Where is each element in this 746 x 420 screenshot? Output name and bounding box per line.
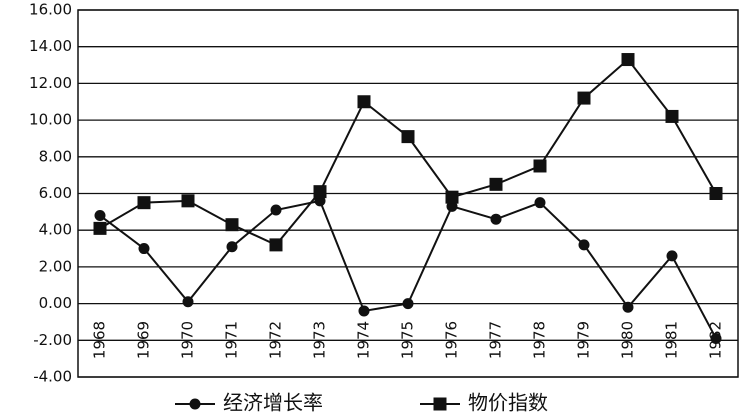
y-tick-label: 6.00	[39, 184, 72, 202]
x-tick-label: 1976	[443, 321, 461, 359]
legend-marker	[433, 397, 447, 411]
plot-border	[77, 9, 739, 378]
marker	[621, 53, 635, 67]
marker	[313, 185, 327, 199]
marker	[534, 197, 546, 209]
marker	[182, 296, 194, 308]
marker	[357, 95, 371, 109]
marker	[489, 177, 503, 191]
marker	[622, 301, 634, 313]
marker	[226, 241, 238, 253]
marker	[710, 332, 722, 344]
y-tick-label: 12.00	[29, 74, 72, 92]
marker	[138, 243, 150, 255]
x-tick-label: 1974	[355, 321, 373, 359]
marker	[94, 210, 106, 222]
x-tick-label: 1968	[91, 321, 109, 359]
y-tick-label: 10.00	[29, 111, 72, 129]
marker	[358, 305, 370, 317]
x-tick-label: 1970	[179, 321, 197, 359]
x-tick-label: 1979	[575, 321, 593, 359]
series-line	[99, 58, 717, 247]
marker	[445, 190, 459, 204]
marker	[137, 196, 151, 210]
x-tick-label: 1969	[135, 321, 153, 359]
x-tick-label: 1972	[267, 321, 285, 359]
marker	[225, 218, 239, 232]
x-tick-label: 1977	[487, 321, 505, 359]
legend-label: 物价指数	[468, 391, 548, 415]
y-tick-label: 14.00	[29, 37, 72, 55]
marker	[93, 221, 107, 235]
y-tick-label: 2.00	[39, 257, 72, 275]
y-tick-label: 8.00	[39, 147, 72, 165]
marker	[709, 187, 723, 200]
marker	[578, 239, 590, 251]
x-tick-label: 1975	[399, 321, 417, 359]
y-tick-label: -4.00	[33, 368, 72, 386]
x-tick-label: 1973	[311, 321, 329, 359]
marker	[533, 159, 547, 173]
legend-marker	[189, 398, 201, 410]
x-tick-label: 1971	[223, 321, 241, 359]
x-tick-label: 1978	[531, 321, 549, 359]
marker	[665, 109, 679, 123]
marker	[269, 238, 283, 252]
y-tick-label: 0.00	[39, 294, 72, 312]
x-tick-label: 1981	[663, 321, 681, 359]
x-tick-label: 1980	[619, 321, 637, 359]
marker	[577, 91, 591, 105]
y-tick-label: 16.00	[29, 1, 72, 19]
marker	[270, 204, 282, 216]
marker	[181, 194, 195, 208]
marker	[490, 213, 502, 225]
series-line	[99, 199, 717, 339]
marker	[401, 130, 415, 144]
marker	[402, 298, 414, 310]
marker	[666, 250, 678, 262]
y-tick-label: -2.00	[33, 331, 72, 349]
y-tick-label: 4.00	[39, 221, 72, 239]
legend-label: 经济增长率	[223, 391, 323, 415]
